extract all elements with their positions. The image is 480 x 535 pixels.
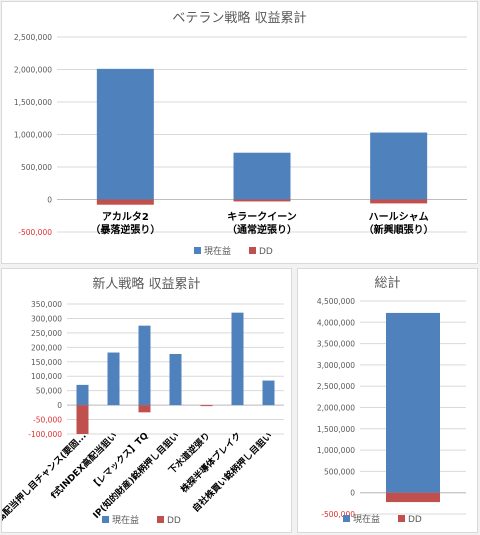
x-category-label: ハールシャム (369, 211, 429, 223)
bar-current-profit (96, 68, 154, 200)
y-tick-label: -50,000 (33, 416, 62, 425)
y-tick-label: 500,000 (21, 163, 52, 172)
bar-current-profit (231, 312, 244, 406)
chart-title: ベテラン戦略 収益累計 (172, 10, 306, 26)
legend-label: 現在益 (204, 245, 231, 257)
legend-label: 現在益 (353, 513, 380, 525)
y-tick-label: -100,000 (28, 430, 62, 439)
legend-label: 現在益 (112, 514, 139, 526)
bar-dd (76, 405, 89, 434)
legend-swatch-dd (157, 516, 164, 523)
y-tick-label: 1,500,000 (317, 425, 355, 434)
rookie-chart-panel: 新人戦略 収益累計 -100,000 -50,000 0 50,000 100,000 15… (1, 268, 292, 533)
y-tick-label: 250,000 (31, 329, 62, 338)
y-tick-label: 500,000 (324, 467, 355, 476)
legend-swatch-current (102, 516, 109, 523)
legend-swatch-current (343, 515, 350, 522)
y-tick-label: 300,000 (31, 314, 62, 323)
y-tick-label: 0 (350, 489, 355, 498)
y-tick-label: 200,000 (31, 343, 62, 352)
y-tick-label: 350,000 (31, 300, 62, 309)
y-tick-label: -500,000 (18, 228, 52, 237)
bar-dd (200, 405, 213, 407)
y-tick-label: 1,000,000 (317, 446, 355, 455)
y-tick-label: 1,500,000 (14, 98, 52, 107)
y-tick-label: 150,000 (31, 358, 62, 367)
bar-dd (96, 199, 154, 205)
legend-label: DD (167, 516, 181, 526)
legend-label: DD (408, 515, 422, 525)
bar-current-profit (76, 384, 89, 406)
y-tick-label: 0 (47, 196, 52, 205)
bar-dd (233, 199, 291, 202)
bar-dd (370, 199, 428, 204)
bar-current-profit (386, 312, 440, 493)
y-tick-label: 1,000,000 (14, 131, 52, 140)
y-tick-label: 4,000,000 (317, 318, 355, 327)
y-tick-label: 2,500,000 (317, 382, 355, 391)
rookie-chart: 新人戦略 収益累計 -100,000 -50,000 0 50,000 100,000 15… (2, 276, 284, 526)
y-tick-label: 0 (57, 401, 62, 410)
legend-label: DD (259, 247, 273, 257)
x-category-label: （通常逆張り） (227, 223, 297, 236)
total-chart: 総計 -500,000 0 500,000 1,000,000 1,500,000 2,00… (317, 275, 466, 525)
legend-swatch-current (194, 247, 201, 254)
bar-dd (386, 492, 440, 503)
legend-swatch-dd (398, 515, 405, 522)
y-tick-label: 2,500,000 (14, 33, 52, 42)
chart-title: 総計 (374, 275, 400, 291)
bar-current-profit (107, 352, 120, 406)
x-category-label: 【レマックス】TQ (89, 430, 151, 492)
veteran-chart: ベテラン戦略 収益累計 -500,000 0 500,000 1,000,000 1,50… (14, 10, 467, 257)
x-category-label: （新興順張り） (364, 223, 434, 236)
bar-current-profit (233, 152, 291, 200)
bar-current-profit (169, 353, 182, 406)
y-tick-label: 3,500,000 (317, 340, 355, 349)
x-category-label: アカルタ2 (102, 211, 149, 223)
chart-title: 新人戦略 収益累計 (92, 276, 200, 292)
y-tick-label: 3,000,000 (317, 361, 355, 370)
y-tick-label: 4,500,000 (317, 297, 355, 306)
veteran-chart-panel: ベテラン戦略 収益累計 -500,000 0 500,000 1,000,000 1,50… (1, 1, 478, 264)
x-category-label: （暴落逆張り） (90, 223, 160, 236)
bar-dd (138, 405, 151, 413)
y-tick-label: 50,000 (36, 387, 62, 396)
x-category-label: キラークイーン (227, 211, 297, 223)
total-chart-panel: 総計 -500,000 0 500,000 1,000,000 1,500,000 2,00… (297, 268, 478, 533)
bar-current-profit (262, 380, 275, 406)
y-tick-label: 2,000,000 (317, 404, 355, 413)
bar-current-profit (138, 325, 151, 406)
legend-swatch-dd (249, 247, 256, 254)
bar-current-profit (370, 132, 428, 200)
y-tick-label: 100,000 (31, 372, 62, 381)
y-tick-label: -500,000 (321, 510, 355, 519)
y-tick-label: 2,000,000 (14, 66, 52, 75)
